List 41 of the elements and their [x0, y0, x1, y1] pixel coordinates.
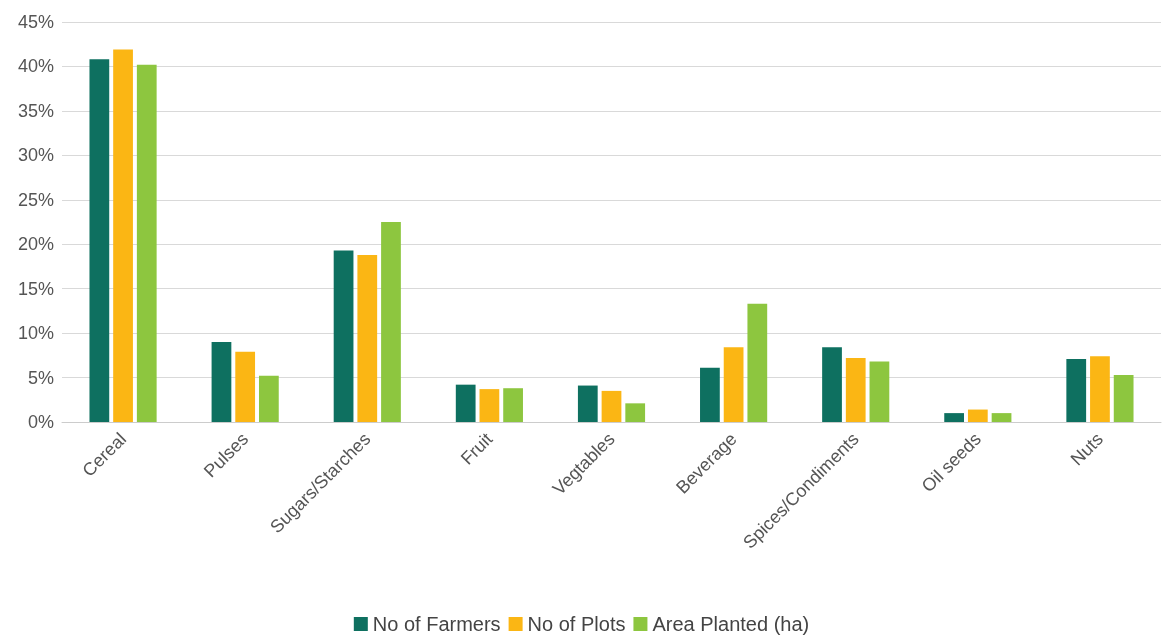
- y-tick-label: 10%: [17, 323, 54, 344]
- bar: [845, 358, 866, 422]
- bar: [381, 222, 401, 422]
- bar: [625, 403, 646, 422]
- bar: [479, 389, 500, 422]
- y-tick-label: 45%: [17, 12, 54, 32]
- bar: [89, 59, 110, 422]
- y-tick-label: 0%: [27, 412, 54, 432]
- bar: [1066, 358, 1087, 422]
- bar: [991, 413, 1012, 422]
- bar: [944, 413, 965, 422]
- y-tick-label: 5%: [27, 367, 54, 388]
- bar: [136, 64, 157, 422]
- bar: [1113, 374, 1134, 422]
- bar: [723, 347, 744, 422]
- bar: [258, 375, 279, 422]
- y-tick-label: 40%: [17, 56, 54, 77]
- y-tick-label: 35%: [17, 100, 54, 121]
- bar: [455, 384, 476, 422]
- legend-label: Area Planted (ha): [652, 613, 810, 635]
- y-tick-label: 30%: [17, 145, 54, 166]
- bar: [333, 250, 354, 422]
- bar: [235, 351, 256, 422]
- bar: [700, 367, 720, 422]
- y-tick-label: 20%: [17, 234, 54, 255]
- bar: [211, 342, 232, 422]
- bar: [869, 361, 890, 422]
- bar: [822, 347, 842, 422]
- x-tick-label: Nuts: [1066, 428, 1108, 470]
- bar: [1090, 356, 1110, 422]
- bar: [113, 49, 133, 422]
- bar: [577, 385, 598, 422]
- y-tick-label: 25%: [17, 189, 54, 210]
- bar: [601, 390, 622, 422]
- legend-label: No of Farmers: [372, 613, 501, 635]
- y-tick-label: 15%: [17, 278, 54, 299]
- bar: [503, 388, 523, 422]
- bar: [967, 409, 988, 422]
- legend-label: No of Plots: [527, 613, 626, 635]
- bar: [357, 254, 378, 422]
- bar: [747, 303, 768, 422]
